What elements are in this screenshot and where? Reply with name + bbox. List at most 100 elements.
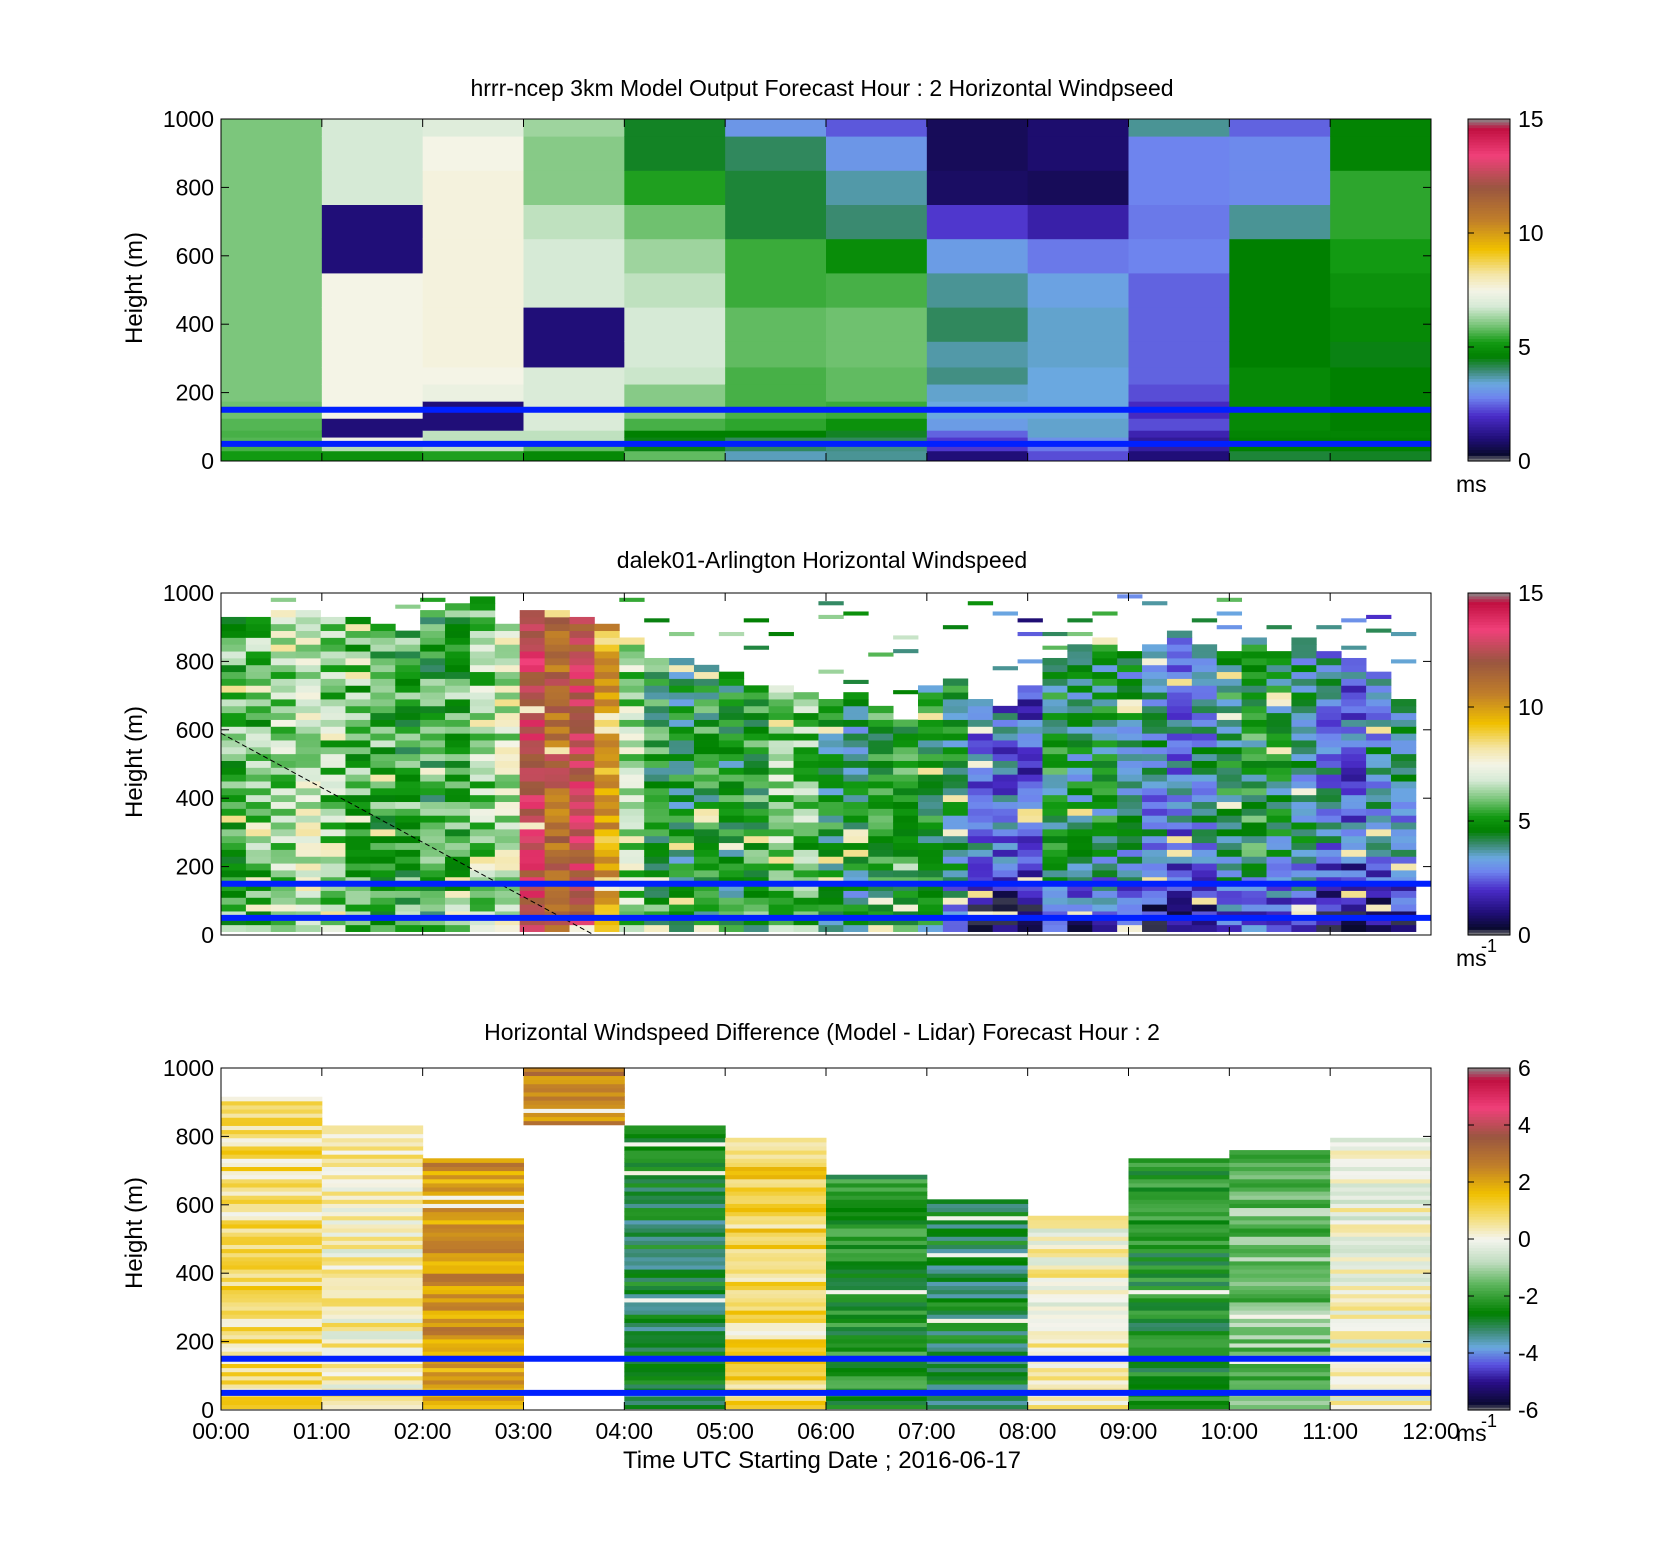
heatmap-cell [1166, 849, 1193, 857]
heatmap-cell [494, 787, 521, 796]
y-tick-label: 200 [176, 1329, 214, 1355]
colorbar-segment [1468, 307, 1510, 311]
heatmap-cell [221, 1404, 323, 1410]
heatmap-cell [725, 1363, 827, 1369]
heatmap-cell [743, 876, 770, 885]
heatmap-cell [221, 1137, 323, 1143]
heatmap-cell [768, 904, 794, 912]
heatmap-cell [843, 794, 869, 803]
heatmap-cell [420, 637, 446, 645]
heatmap-cell [221, 238, 323, 274]
heatmap-cell [519, 781, 546, 789]
heatmap-cell [942, 760, 969, 768]
heatmap-cell [1191, 740, 1218, 748]
colorbar-segment [1468, 392, 1510, 397]
colorbar-segment [1468, 412, 1510, 416]
heatmap-cell [1330, 1318, 1432, 1323]
heatmap-cell [1316, 897, 1342, 905]
heatmap-cell [321, 1314, 424, 1319]
heatmap-cell [926, 1371, 1029, 1377]
heatmap-cell [1366, 815, 1392, 823]
heatmap-cell [818, 719, 844, 727]
heatmap-cell [1316, 787, 1342, 796]
heatmap-cell [395, 904, 421, 912]
heatmap-cell [818, 705, 844, 714]
heatmap-cell [422, 1351, 524, 1356]
heatmap-cell [1266, 664, 1292, 673]
heatmap-cell [1330, 1141, 1432, 1147]
heatmap-cell [868, 897, 894, 905]
colorbar-segment [1468, 627, 1510, 631]
heatmap-cell [295, 863, 321, 871]
heatmap-cell [519, 828, 546, 837]
colorbar-segment [1468, 766, 1510, 771]
heatmap-cell [793, 801, 819, 809]
heatmap-cell [295, 897, 321, 905]
heatmap-cell [569, 637, 595, 645]
heatmap-cell [1128, 119, 1230, 137]
colorbar-segment [1468, 695, 1510, 700]
heatmap-cell [1027, 1240, 1129, 1245]
heatmap-cell [1266, 774, 1292, 782]
heatmap-cell [669, 883, 695, 891]
heatmap-cell [669, 904, 695, 912]
heatmap-cell [624, 1236, 726, 1241]
heatmap-cell [1316, 870, 1342, 878]
heatmap-cell [1042, 678, 1068, 686]
heatmap-cell [1330, 136, 1432, 171]
heatmap-cell [669, 917, 695, 926]
heatmap-cell [494, 657, 521, 666]
heatmap-cell [644, 781, 670, 789]
heatmap-cell [693, 883, 720, 891]
heatmap-cell [926, 1342, 1029, 1348]
heatmap-cell [926, 1236, 1029, 1241]
heatmap-cell [967, 801, 994, 809]
heatmap-cell [1330, 1178, 1432, 1184]
heatmap-cell [1017, 740, 1043, 748]
heatmap-cell [725, 1375, 827, 1381]
heatmap-cell [718, 787, 745, 796]
heatmap-cell [1330, 1203, 1432, 1209]
heatmap-cell [624, 272, 726, 308]
heatmap-cell [321, 1137, 424, 1143]
heatmap-cell [1042, 712, 1068, 720]
heatmap-cell [1191, 692, 1218, 700]
heatmap-cell [1092, 828, 1118, 837]
heatmap-cell [1366, 890, 1392, 898]
heatmap-cell [624, 437, 726, 445]
heatmap-cell [1330, 366, 1432, 385]
heatmap-cell [967, 719, 994, 727]
heatmap-cell [1229, 1207, 1331, 1213]
y-tick-label: 800 [176, 648, 214, 674]
heatmap-cell [494, 685, 521, 693]
heatmap-cell [1128, 1314, 1230, 1319]
heatmap-cell [295, 671, 321, 679]
heatmap-cell [926, 1248, 1029, 1254]
heatmap-cell [1390, 781, 1417, 789]
heatmap-cell [624, 1211, 726, 1217]
colorbar-segment [1468, 883, 1510, 888]
heatmap-cell [918, 705, 944, 714]
heatmap-cell [469, 760, 496, 768]
heatmap-cell [768, 808, 794, 816]
heatmap-cell [221, 897, 247, 905]
heatmap-cell [1229, 1158, 1331, 1163]
heatmap-cell [1330, 384, 1432, 402]
heatmap-cell [295, 774, 321, 782]
heatmap-cell [295, 767, 321, 775]
heatmap-cell [445, 794, 471, 803]
heatmap-cell [843, 835, 869, 844]
colorbar-segment [1468, 821, 1510, 825]
colorbar-segment [1468, 284, 1510, 288]
heatmap-cell [1330, 1338, 1432, 1344]
heatmap-cell [544, 794, 570, 803]
heatmap-cell [345, 917, 371, 926]
heatmap-cell [644, 719, 670, 727]
heatmap-cell [1117, 746, 1143, 755]
heatmap-cell [1027, 1318, 1129, 1323]
heatmap-cell [1117, 733, 1143, 741]
heatmap-cell [718, 911, 745, 919]
heatmap-cell [624, 1178, 726, 1184]
heatmap-cell [743, 746, 770, 755]
heatmap-cell [594, 719, 620, 727]
